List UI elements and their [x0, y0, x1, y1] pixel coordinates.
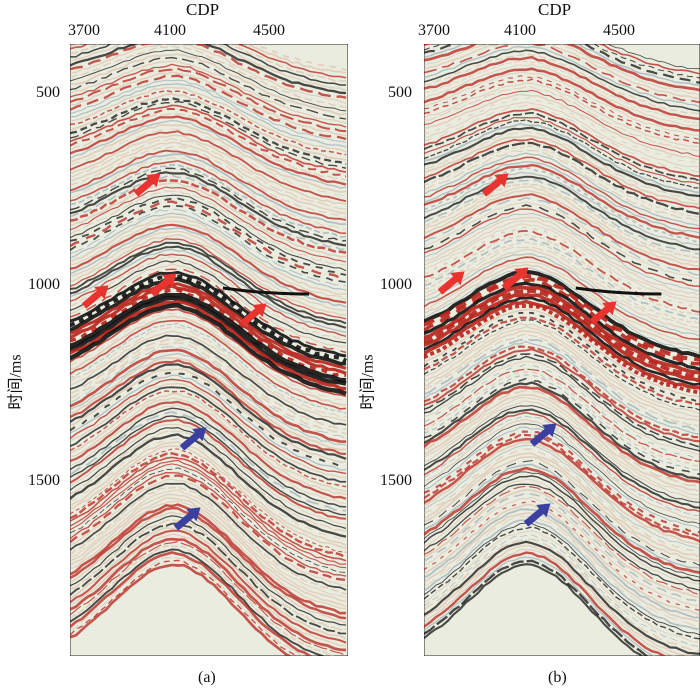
x-tick-4500: 4500 [603, 22, 635, 39]
caption-a: (a) [198, 669, 216, 686]
seismic-section-a [70, 44, 348, 656]
red-arrow [501, 267, 529, 291]
red-arrow [437, 271, 465, 295]
blue-arrow [523, 503, 551, 527]
red-arrow [133, 173, 161, 197]
y-tick-1500: 1500 [28, 472, 60, 489]
y-tick-1500: 1500 [380, 472, 412, 489]
x-tick-4500: 4500 [253, 22, 285, 39]
y-tick-1000: 1000 [380, 276, 412, 293]
panel-b: CDP 3700 4100 4500 500 1000 1500 时间/ms (… [350, 0, 700, 694]
blue-arrow [179, 427, 207, 451]
caption-b: (b) [548, 669, 567, 686]
x-tick-4100: 4100 [154, 22, 186, 39]
red-arrow [149, 273, 177, 297]
blue-arrow [529, 423, 557, 447]
x-tick-3700: 3700 [68, 22, 100, 39]
seismic-section-b [424, 44, 700, 656]
y-tick-500: 500 [36, 84, 60, 101]
blue-arrow [173, 507, 201, 531]
panel-a: CDP 3700 4100 4500 500 1000 1500 时间/ms (… [7, 0, 348, 686]
red-arrow [481, 173, 509, 197]
x-axis-title: CDP [186, 0, 220, 19]
red-arrow [239, 303, 267, 327]
y-axis-title: 时间/ms [7, 354, 25, 410]
x-tick-4100: 4100 [504, 22, 536, 39]
x-axis-title: CDP [538, 0, 572, 19]
x-tick-3700: 3700 [418, 22, 450, 39]
y-tick-1000: 1000 [28, 276, 60, 293]
red-arrow [589, 301, 617, 325]
y-tick-500: 500 [388, 84, 412, 101]
red-arrow [81, 285, 109, 309]
y-axis-title: 时间/ms [359, 354, 377, 410]
